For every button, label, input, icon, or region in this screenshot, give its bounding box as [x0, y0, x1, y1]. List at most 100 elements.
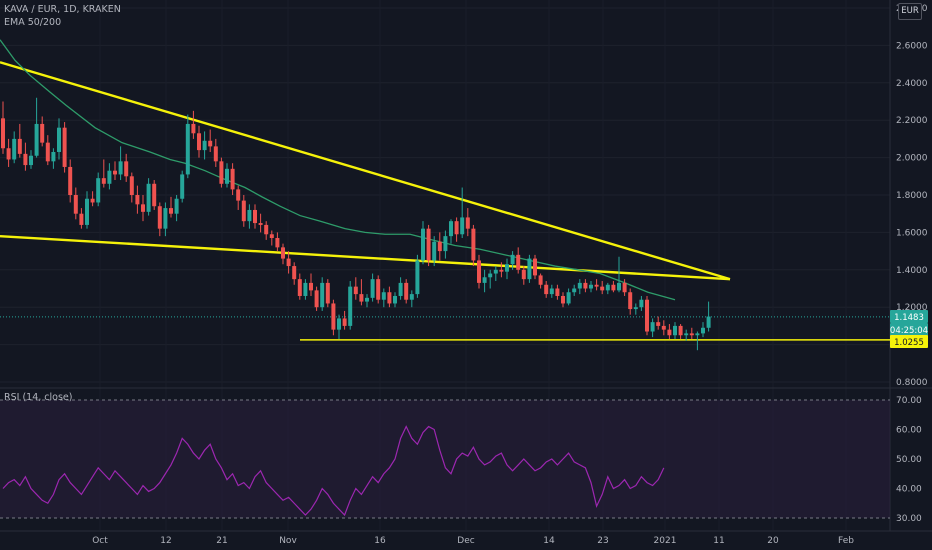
candle-body: [432, 241, 437, 261]
rsi-axis-label: 50.00: [896, 455, 922, 465]
rsi-layer: [2, 425, 665, 517]
candle-body: [549, 288, 554, 295]
candle-body: [51, 151, 56, 162]
price-axis-label: 2.0000: [896, 154, 928, 164]
rsi-line: [2, 425, 665, 517]
candle-body: [667, 329, 672, 336]
candle-body: [247, 209, 252, 222]
candle-body: [572, 288, 577, 293]
candle-body: [555, 288, 560, 296]
price-axis-label: 1.4000: [896, 266, 928, 276]
candle-body: [12, 138, 17, 160]
rsi-legend[interactable]: RSI (14, close): [4, 392, 73, 403]
candle-body: [29, 155, 33, 166]
time-axis-label: Nov: [279, 536, 297, 546]
candle-body: [393, 295, 397, 304]
candle-body: [85, 198, 89, 225]
candle-body: [17, 138, 22, 154]
rsi-axis-label: 70.00: [896, 396, 922, 406]
candle-body: [219, 161, 224, 184]
candle-body: [191, 123, 196, 134]
candle-body: [505, 264, 509, 272]
currency-button[interactable]: EUR: [898, 3, 922, 20]
candle-body: [331, 303, 336, 330]
candle-body: [113, 170, 117, 175]
candle-body: [421, 228, 425, 261]
candle-body: [286, 258, 291, 267]
candle-body: [197, 133, 201, 151]
candle-body: [365, 297, 369, 302]
candle-body: [477, 260, 481, 283]
support-price-tag: 1.0255: [894, 338, 924, 348]
candle-body: [202, 140, 207, 151]
candle-body: [706, 316, 711, 328]
candle-body: [521, 269, 526, 280]
candle-body: [325, 282, 330, 304]
time-axis-label: 12: [160, 536, 171, 546]
candle-body: [129, 176, 134, 195]
candle-body: [297, 279, 302, 296]
candle-body: [493, 269, 498, 274]
candles-layer[interactable]: [1, 97, 711, 351]
candle-body: [213, 146, 218, 162]
candle-body: [90, 198, 95, 203]
candle-body: [488, 273, 493, 278]
candle-body: [538, 275, 543, 285]
candle-body: [622, 282, 627, 293]
candle-body: [342, 318, 347, 326]
candle-body: [208, 140, 213, 147]
candle-body: [510, 254, 515, 265]
time-axis-label: 11: [713, 536, 724, 546]
candle-body: [650, 322, 655, 332]
time-axis-label: Dec: [457, 536, 474, 546]
symbol-legend[interactable]: KAVA / EUR, 1D, KRAKEN: [4, 4, 121, 15]
trendline: [0, 61, 731, 281]
candle-body: [23, 153, 28, 166]
price-axis-label: 1.2000: [896, 303, 928, 313]
support-price-tag-bg: [890, 335, 928, 348]
candle-body: [594, 284, 599, 287]
candle-body: [611, 284, 616, 291]
candle-body: [454, 221, 459, 235]
candle-body: [73, 195, 78, 214]
candle-body: [152, 183, 157, 207]
candle-body: [639, 299, 644, 308]
candle-body: [544, 284, 549, 295]
time-axis-label: 23: [597, 536, 608, 546]
candle-body: [359, 294, 364, 302]
candle-body: [695, 333, 700, 336]
candle-body: [678, 325, 683, 336]
candle-body: [62, 127, 67, 167]
candle-body: [236, 189, 241, 201]
candle-body: [633, 307, 638, 310]
candle-body: [163, 208, 168, 229]
price-tags-layer: 1.1483 04:25:04 1.0255: [890, 310, 928, 348]
candle-body: [656, 322, 661, 326]
candle-body: [258, 223, 263, 225]
last-price-tag: 1.1483: [894, 313, 924, 323]
trendline-layer[interactable]: [0, 61, 890, 341]
candle-body: [465, 217, 470, 229]
candle-body: [409, 294, 414, 300]
candle-body: [353, 286, 358, 295]
ema-legend[interactable]: EMA 50/200: [4, 17, 62, 28]
candle-body: [309, 282, 313, 291]
price-axis-label: 0.8000: [896, 378, 928, 388]
time-axis-label: 14: [543, 536, 555, 546]
rsi-background: [0, 399, 890, 519]
countdown-tag: 04:25:04: [890, 326, 928, 336]
candle-body: [124, 161, 129, 177]
candle-body: [370, 279, 375, 298]
candle-body: [96, 178, 101, 203]
candle-body: [482, 277, 487, 283]
candle-body: [281, 247, 285, 259]
candle-body: [40, 123, 45, 143]
countdown-tag-bg: [890, 323, 928, 336]
candle-body: [314, 290, 319, 308]
candle-body: [589, 284, 593, 289]
candle-body: [381, 292, 386, 300]
candle-body: [398, 282, 403, 296]
candle-body: [471, 228, 476, 261]
